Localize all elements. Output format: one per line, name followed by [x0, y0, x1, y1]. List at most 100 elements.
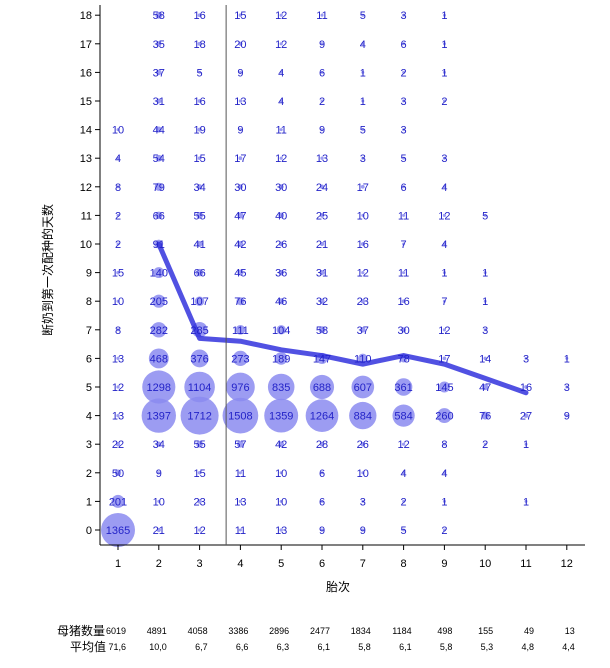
cell-label: 8: [441, 439, 447, 451]
bubble: [361, 156, 365, 160]
cell-label: 12: [112, 382, 124, 394]
cell-labels-layer: 1365201502213121381015228410211093413971…: [106, 10, 570, 537]
bubble: [198, 70, 202, 74]
x-tick-label: 8: [401, 558, 407, 570]
bubble: [196, 440, 204, 448]
bubble: [232, 350, 248, 366]
bubble: [402, 271, 406, 275]
cell-label: 23: [193, 496, 205, 508]
bubble: [360, 184, 365, 189]
bubble: [402, 128, 406, 132]
mean-value: 5,8: [440, 642, 453, 652]
bubble: [360, 242, 365, 246]
bubble: [442, 299, 446, 303]
cell-label: 468: [150, 353, 168, 365]
bubble: [226, 372, 255, 402]
cell-label: 58: [153, 10, 165, 22]
cell-label: 13: [316, 153, 328, 165]
cell-label: 12: [357, 268, 369, 280]
bubble: [151, 322, 167, 338]
y-tick-label: 13: [80, 153, 92, 165]
y-tick-label: 17: [80, 39, 92, 51]
mean-line: [156, 241, 529, 396]
cell-label: 22: [112, 439, 124, 451]
cell-label: 4: [441, 468, 447, 480]
cell-label: 10: [112, 296, 124, 308]
bubble: [279, 471, 283, 475]
bubble: [483, 328, 487, 332]
cell-label: 3: [360, 496, 366, 508]
x-tick-label: 10: [479, 558, 491, 570]
y-axis-title: 断奶到第一次配种的天数: [40, 204, 55, 336]
x-tick-label: 2: [156, 558, 162, 570]
bubble: [195, 268, 204, 277]
bubble: [402, 442, 406, 446]
cell-label: 4: [401, 468, 407, 480]
cell-label: 17: [438, 353, 450, 365]
cell-label: 47: [234, 210, 246, 222]
bubble: [320, 13, 324, 17]
cell-label: 18: [193, 39, 205, 51]
cell-label: 12: [275, 153, 287, 165]
cell-label: 20: [234, 39, 246, 51]
cell-label: 2: [441, 96, 447, 108]
bubble: [197, 471, 202, 475]
cell-label: 76: [234, 296, 246, 308]
footer-table: 母猪数量 平均值 6019 4891 4058 3386 2896 2477 1834 118…: [57, 623, 575, 654]
bubble: [116, 356, 120, 361]
cell-label: 10: [275, 468, 287, 480]
sows-count: 1184: [392, 626, 411, 636]
bubble: [267, 373, 295, 401]
y-tick-label: 11: [81, 210, 92, 222]
cell-label: 4: [441, 182, 447, 194]
bubble: [235, 324, 246, 335]
bubble: [116, 242, 120, 246]
cell-label: 35: [153, 39, 165, 51]
bubble: [483, 299, 487, 303]
bubble: [401, 327, 407, 333]
bubble: [196, 184, 203, 190]
bubble: [483, 213, 487, 217]
bubble: [401, 299, 406, 304]
y-tick-label: 12: [80, 182, 92, 194]
cell-label: 10: [153, 496, 165, 508]
bubble: [184, 371, 215, 403]
y-tick-label: 18: [80, 10, 92, 22]
cell-label: 15: [193, 153, 205, 165]
bubble: [402, 499, 406, 503]
x-tick-label: 5: [278, 558, 284, 570]
bubble: [320, 99, 324, 103]
cell-label: 32: [316, 296, 328, 308]
cell-label: 5: [360, 125, 366, 137]
bubble: [157, 499, 161, 503]
cell-label: 58: [316, 325, 328, 337]
bubble: [361, 42, 365, 46]
cell-label: 976: [231, 382, 249, 394]
bubble: [402, 213, 406, 217]
cell-label: 16: [193, 96, 205, 108]
cell-label: 5: [401, 153, 407, 165]
bubble: [523, 413, 529, 418]
cell-label: 1104: [188, 382, 212, 394]
mean-value: 6,3: [277, 642, 290, 652]
cell-label: 205: [150, 296, 168, 308]
cell-label: 6: [319, 67, 325, 79]
bubble: [156, 69, 162, 76]
cell-label: 24: [316, 182, 328, 194]
cell-label: 201: [109, 496, 127, 508]
cell-label: 3: [401, 125, 407, 137]
bubble: [278, 241, 284, 247]
bubble: [116, 185, 120, 189]
cell-label: 17: [357, 182, 369, 194]
bubble: [402, 156, 406, 160]
cell-label: 12: [275, 39, 287, 51]
bubble: [148, 348, 169, 369]
cell-label: 55: [193, 210, 205, 222]
bubble: [196, 211, 204, 219]
cell-label: 27: [520, 411, 532, 423]
bubble: [279, 128, 283, 132]
cell-label: 9: [319, 525, 325, 537]
y-tick-label: 7: [86, 325, 92, 337]
cell-label: 1: [482, 296, 488, 308]
